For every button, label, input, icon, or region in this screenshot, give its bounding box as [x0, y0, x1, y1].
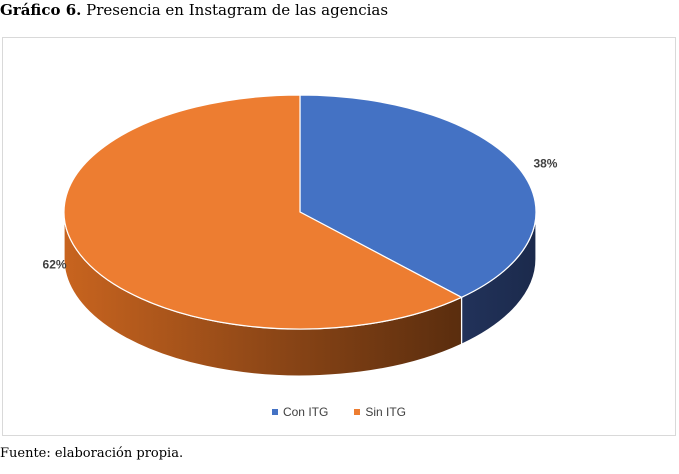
legend-label-sin-itg: Sin ITG	[365, 405, 407, 419]
chart-legend: Con ITG Sin ITG	[3, 403, 675, 421]
figure-source: Fuente: elaboración propia.	[0, 446, 184, 461]
data-label-sin-itg: 62%	[43, 257, 67, 271]
pie-chart: 38% 62%	[43, 94, 558, 377]
data-label-con-itg: 38%	[533, 157, 557, 171]
pie-slice-sin-itg	[63, 94, 463, 330]
legend-item-sin-itg: Sin ITG	[354, 405, 406, 419]
figure-caption: Gráfico 6. Presencia en Instagram de las…	[0, 0, 679, 22]
chart-frame: 38% 62% Con ITG Sin ITG	[2, 37, 676, 436]
legend-label-con-itg: Con ITG	[282, 405, 329, 419]
figure-number: Gráfico 6.	[0, 1, 82, 19]
figure-title: Presencia en Instagram de las agencias	[86, 1, 389, 19]
legend-item-con-itg: Con ITG	[271, 405, 329, 419]
pie-slice-con-itg	[299, 94, 537, 298]
legend-swatch-con-itg	[271, 409, 278, 415]
legend-swatch-sin-itg	[354, 409, 361, 415]
